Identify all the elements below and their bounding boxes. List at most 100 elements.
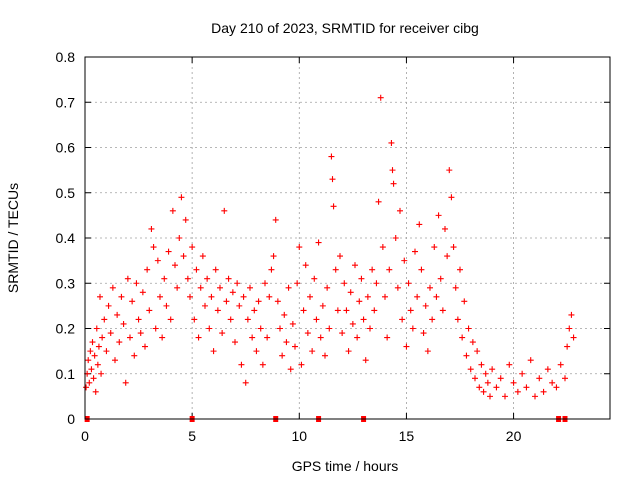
data-point [444, 253, 451, 260]
data-point [407, 307, 414, 314]
data-point [176, 235, 183, 241]
data-point [107, 330, 114, 337]
data-point [238, 361, 245, 368]
data-point [118, 293, 125, 300]
data-point [506, 361, 513, 368]
data-point [135, 316, 142, 323]
data-point [94, 361, 101, 368]
data-point [478, 361, 485, 368]
data-point [281, 311, 288, 318]
data-point [109, 284, 116, 291]
data-point [247, 284, 253, 291]
data-point [105, 302, 112, 309]
data-point [409, 325, 416, 332]
data-point [169, 207, 176, 214]
data-point [420, 330, 427, 337]
data-point [92, 388, 99, 395]
data-point [99, 334, 106, 341]
data-point [165, 248, 172, 255]
data-point [90, 375, 97, 382]
data-point [401, 257, 408, 264]
data-point [191, 316, 198, 323]
data-point [83, 384, 90, 391]
data-point [360, 316, 367, 323]
data-point [292, 343, 298, 350]
data-point [384, 334, 391, 341]
data-point [272, 216, 279, 223]
data-point [197, 284, 204, 291]
data-point [178, 194, 185, 201]
data-point [163, 302, 170, 309]
data-point [330, 203, 337, 210]
data-point [457, 266, 463, 273]
x-tick-label: 20 [506, 428, 522, 444]
data-point [439, 307, 446, 314]
data-point [296, 244, 303, 251]
data-point [195, 334, 202, 341]
data-point [328, 153, 335, 160]
data-point [536, 375, 543, 382]
y-tick-label: 0.8 [56, 49, 76, 65]
data-point [264, 334, 271, 341]
data-point [424, 348, 431, 355]
data-point [450, 244, 457, 251]
data-point [358, 275, 365, 282]
data-point [189, 244, 196, 251]
data-point [482, 370, 489, 377]
data-point [174, 284, 181, 291]
data-point [302, 262, 309, 269]
data-point [127, 334, 133, 341]
data-point [461, 298, 468, 305]
data-point [234, 280, 241, 287]
data-point [418, 266, 425, 273]
y-axis-label: SRMTID / TECUs [5, 183, 21, 293]
data-point [223, 298, 230, 305]
data-point [236, 302, 243, 309]
chart-title: Day 210 of 2023, SRMTID for receiver cib… [211, 20, 479, 36]
data-point [371, 307, 378, 314]
data-point [204, 275, 211, 282]
data-point [540, 388, 547, 395]
data-point [212, 266, 219, 273]
data-point [476, 384, 483, 391]
data-point [86, 379, 93, 386]
data-point [199, 253, 206, 260]
data-point [131, 352, 138, 359]
data-point [139, 289, 146, 296]
data-point [334, 307, 341, 314]
data-point [326, 325, 333, 332]
data-point [388, 139, 395, 146]
data-point [89, 339, 96, 346]
data-point [448, 194, 455, 201]
data-point [251, 307, 258, 314]
data-point [287, 366, 294, 373]
data-point [324, 284, 331, 291]
data-point [268, 266, 275, 273]
data-point [379, 244, 386, 251]
data-point [101, 316, 108, 323]
data-point [467, 366, 474, 373]
data-point [362, 357, 369, 364]
data-point [210, 348, 217, 355]
data-point [144, 266, 151, 273]
data-point [85, 357, 92, 364]
data-point [311, 275, 318, 282]
data-point [214, 307, 221, 314]
data-point [399, 316, 406, 323]
data-point [397, 207, 403, 214]
data-point [206, 325, 213, 332]
data-point [304, 330, 311, 337]
grid-lines [85, 57, 610, 419]
data-point [544, 366, 551, 373]
data-point [219, 330, 226, 337]
data-point [122, 379, 129, 386]
data-point [566, 325, 573, 332]
data-point [129, 298, 136, 305]
data-point [277, 325, 283, 332]
data-point [369, 266, 376, 273]
data-point [480, 388, 487, 395]
data-point [553, 384, 560, 391]
data-point [465, 325, 472, 332]
data-point [459, 334, 466, 341]
data-point [446, 167, 453, 174]
